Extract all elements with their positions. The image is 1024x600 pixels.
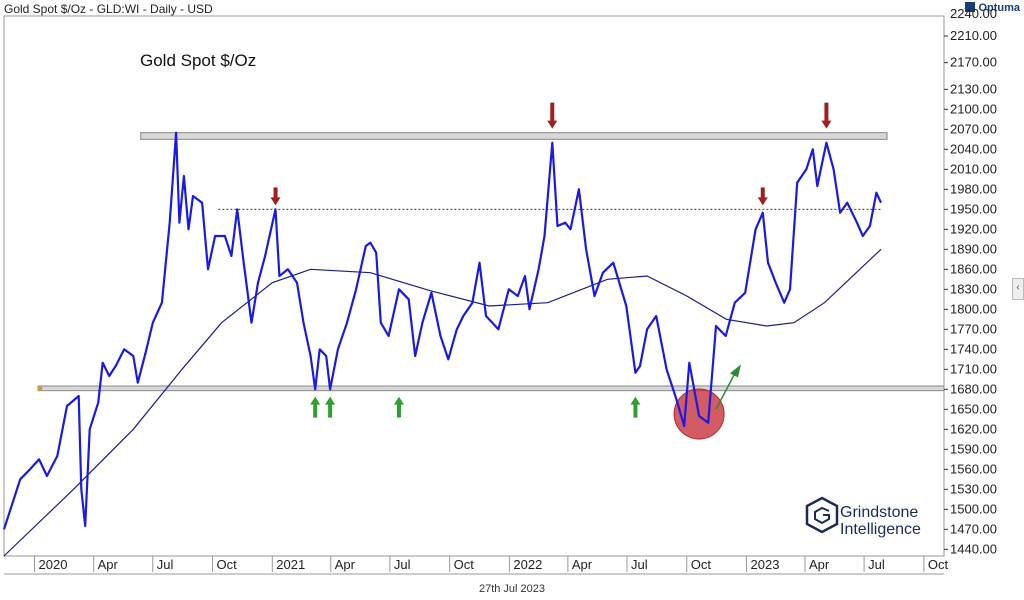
watermark-line2: Intelligence [840,521,921,538]
optuma-logo: Optuma [965,2,1020,14]
y-tick-label: 2010.00 [950,161,997,176]
breakout-arrow-head [729,364,741,378]
resistance-rejection-arrow [821,102,832,129]
y-tick-label: 2070.00 [950,121,997,136]
y-tick-label: 1890.00 [950,241,997,256]
x-tick-label: 2021 [276,557,305,572]
y-tick-label: 1500.00 [950,501,997,516]
x-tick-label: Jul [157,557,174,572]
x-tick-label: Apr [335,557,356,572]
y-tick-label: 1590.00 [950,441,997,456]
resistance-band [140,132,888,140]
y-tick-label: 1920.00 [950,221,997,236]
y-tick-label: 1800.00 [950,301,997,316]
price-line [2,131,882,530]
grindstone-logo-mark [814,506,830,525]
y-tick-label: 1710.00 [950,361,997,376]
support-band [37,385,945,392]
x-tick-label: Oct [928,557,949,572]
plot-area [3,15,945,557]
y-tick-label: 2100.00 [950,101,997,116]
y-tick-label: 1620.00 [950,421,997,436]
y-tick-label: 1860.00 [950,261,997,276]
breakout-arrow-shaft [715,370,737,410]
y-tick-label: 2170.00 [950,55,997,70]
support-bounce-arrow [393,396,404,418]
watermark-line1: Grindstone [840,504,918,521]
y-tick-label: 2210.00 [950,28,997,43]
footer-date: 27th Jul 2023 [478,583,546,595]
brand-name: Optuma [978,2,1020,14]
grindstone-logo-icon [805,496,839,534]
x-tick-label: Oct [691,557,712,572]
support-bounce-arrow [630,396,641,418]
x-tick-label: Oct [217,557,238,572]
y-tick-label: 2240.00 [950,6,997,21]
resistance-rejection-arrow [547,102,558,129]
x-tick-label: Apr [572,557,593,572]
support-bounce-arrow [310,396,321,418]
y-tick-label: 1650.00 [950,401,997,416]
x-tick-label: Jul [394,557,411,572]
x-tick-label: Jul [631,557,648,572]
x-tick-label: Oct [454,557,475,572]
y-tick-label: 1530.00 [950,481,997,496]
level-rejection-arrow [757,187,768,206]
x-tick-label: 2022 [513,557,542,572]
panel-expand-button[interactable]: ‹ [1012,278,1024,300]
y-tick-label: 1740.00 [950,341,997,356]
y-tick-label: 1680.00 [950,381,997,396]
x-tick-label: Apr [809,557,830,572]
x-tick-label: Jul [868,557,885,572]
y-tick-label: 2130.00 [950,81,997,96]
y-tick-label: 1770.00 [950,321,997,336]
x-tick-label: 2020 [39,557,68,572]
x-tick-label: 2023 [751,557,780,572]
support-bounce-arrow [325,396,336,418]
y-tick-label: 1470.00 [950,521,997,536]
y-tick-label: 1950.00 [950,201,997,216]
chart-header: Gold Spot $/Oz - GLD:WI - Daily - USD [4,2,213,16]
chart-title: Gold Spot $/Oz [140,51,256,70]
support-band-anchor [37,385,43,391]
optuma-icon [965,2,976,12]
moving-average-line [3,248,882,557]
y-tick-label: 1980.00 [950,181,997,196]
level-rejection-arrow [270,187,281,206]
y-tick-label: 1830.00 [950,281,997,296]
y-tick-label: 1560.00 [950,461,997,476]
y-tick-label: 1440.00 [950,541,997,556]
x-tick-label: Apr [98,557,119,572]
y-tick-label: 2040.00 [950,141,997,156]
